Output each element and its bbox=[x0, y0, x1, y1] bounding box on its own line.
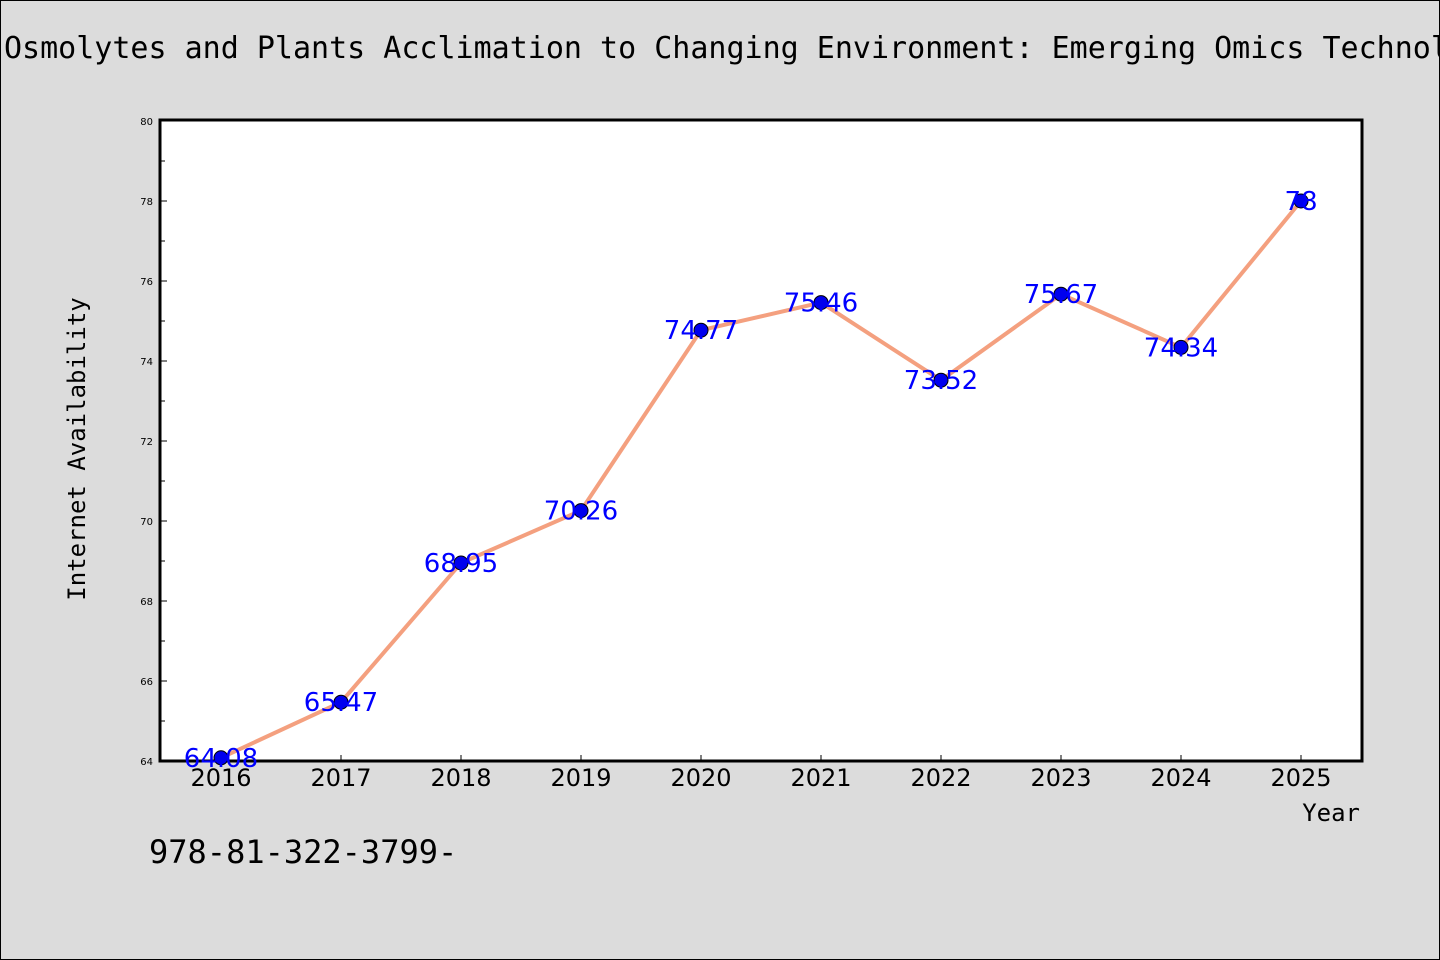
x-tick-label: 2016 bbox=[190, 764, 251, 792]
data-point bbox=[453, 555, 469, 571]
plot-area bbox=[158, 118, 1364, 763]
data-label: 74.34 bbox=[1144, 333, 1218, 363]
data-label: 78 bbox=[1284, 187, 1317, 217]
data-label: 64.08 bbox=[184, 744, 258, 774]
data-point bbox=[813, 295, 829, 311]
data-point bbox=[1293, 193, 1309, 209]
series-line bbox=[219, 199, 1303, 760]
data-point bbox=[933, 372, 949, 388]
y-tick-label: 72 bbox=[140, 437, 153, 448]
y-tick-label: 64 bbox=[140, 757, 153, 768]
data-labels: 64.08 65.47 68.95 70.26 74.77 75.46 73.52 75.67… bbox=[184, 187, 1318, 774]
x-tick-label: 2018 bbox=[430, 764, 491, 792]
chart-title: Osmolytes and Plants Acclimation to Chan… bbox=[4, 31, 1440, 66]
data-label: 74.77 bbox=[664, 316, 738, 346]
y-tick-label: 66 bbox=[140, 677, 153, 688]
y-tick-label: 68 bbox=[140, 597, 153, 608]
y-tick-label: 76 bbox=[140, 277, 153, 288]
x-tick-label: 2021 bbox=[790, 764, 851, 792]
x-tick-label: 2017 bbox=[310, 764, 371, 792]
data-label: 65.47 bbox=[304, 688, 378, 718]
x-tick-label: 2025 bbox=[1270, 764, 1331, 792]
data-point bbox=[573, 503, 589, 519]
x-tick-label: 2022 bbox=[910, 764, 971, 792]
x-axis: 2016 2017 2018 2019 2020 2021 2022 2023 2024 2025 bbox=[190, 755, 1332, 792]
data-label: 75.46 bbox=[784, 289, 858, 319]
x-axis-label: Year bbox=[1302, 799, 1360, 827]
data-label: 70.26 bbox=[544, 497, 618, 527]
x-tick-label: 2019 bbox=[550, 764, 611, 792]
x-tick-label: 2024 bbox=[1150, 764, 1211, 792]
y-tick-label: 74 bbox=[140, 357, 153, 368]
y-axis: 64 66 68 70 72 74 76 78 80 bbox=[140, 117, 167, 768]
y-tick-label: 80 bbox=[140, 117, 153, 128]
x-tick-label: 2020 bbox=[670, 764, 731, 792]
x-tick-label: 2023 bbox=[1030, 764, 1091, 792]
data-markers bbox=[213, 193, 1309, 766]
data-point bbox=[333, 694, 349, 710]
data-label: 73.52 bbox=[904, 366, 978, 396]
data-point bbox=[213, 750, 229, 766]
data-point bbox=[693, 322, 709, 338]
data-label: 68.95 bbox=[424, 549, 498, 579]
data-point bbox=[1173, 339, 1189, 355]
data-point bbox=[1053, 286, 1069, 302]
y-axis-label: Internet Availability bbox=[63, 297, 91, 600]
data-label: 75.67 bbox=[1024, 280, 1098, 310]
footer-note: 978-81-322-3799- bbox=[149, 833, 458, 871]
y-tick-label: 70 bbox=[140, 517, 153, 528]
y-tick-label: 78 bbox=[140, 197, 153, 208]
